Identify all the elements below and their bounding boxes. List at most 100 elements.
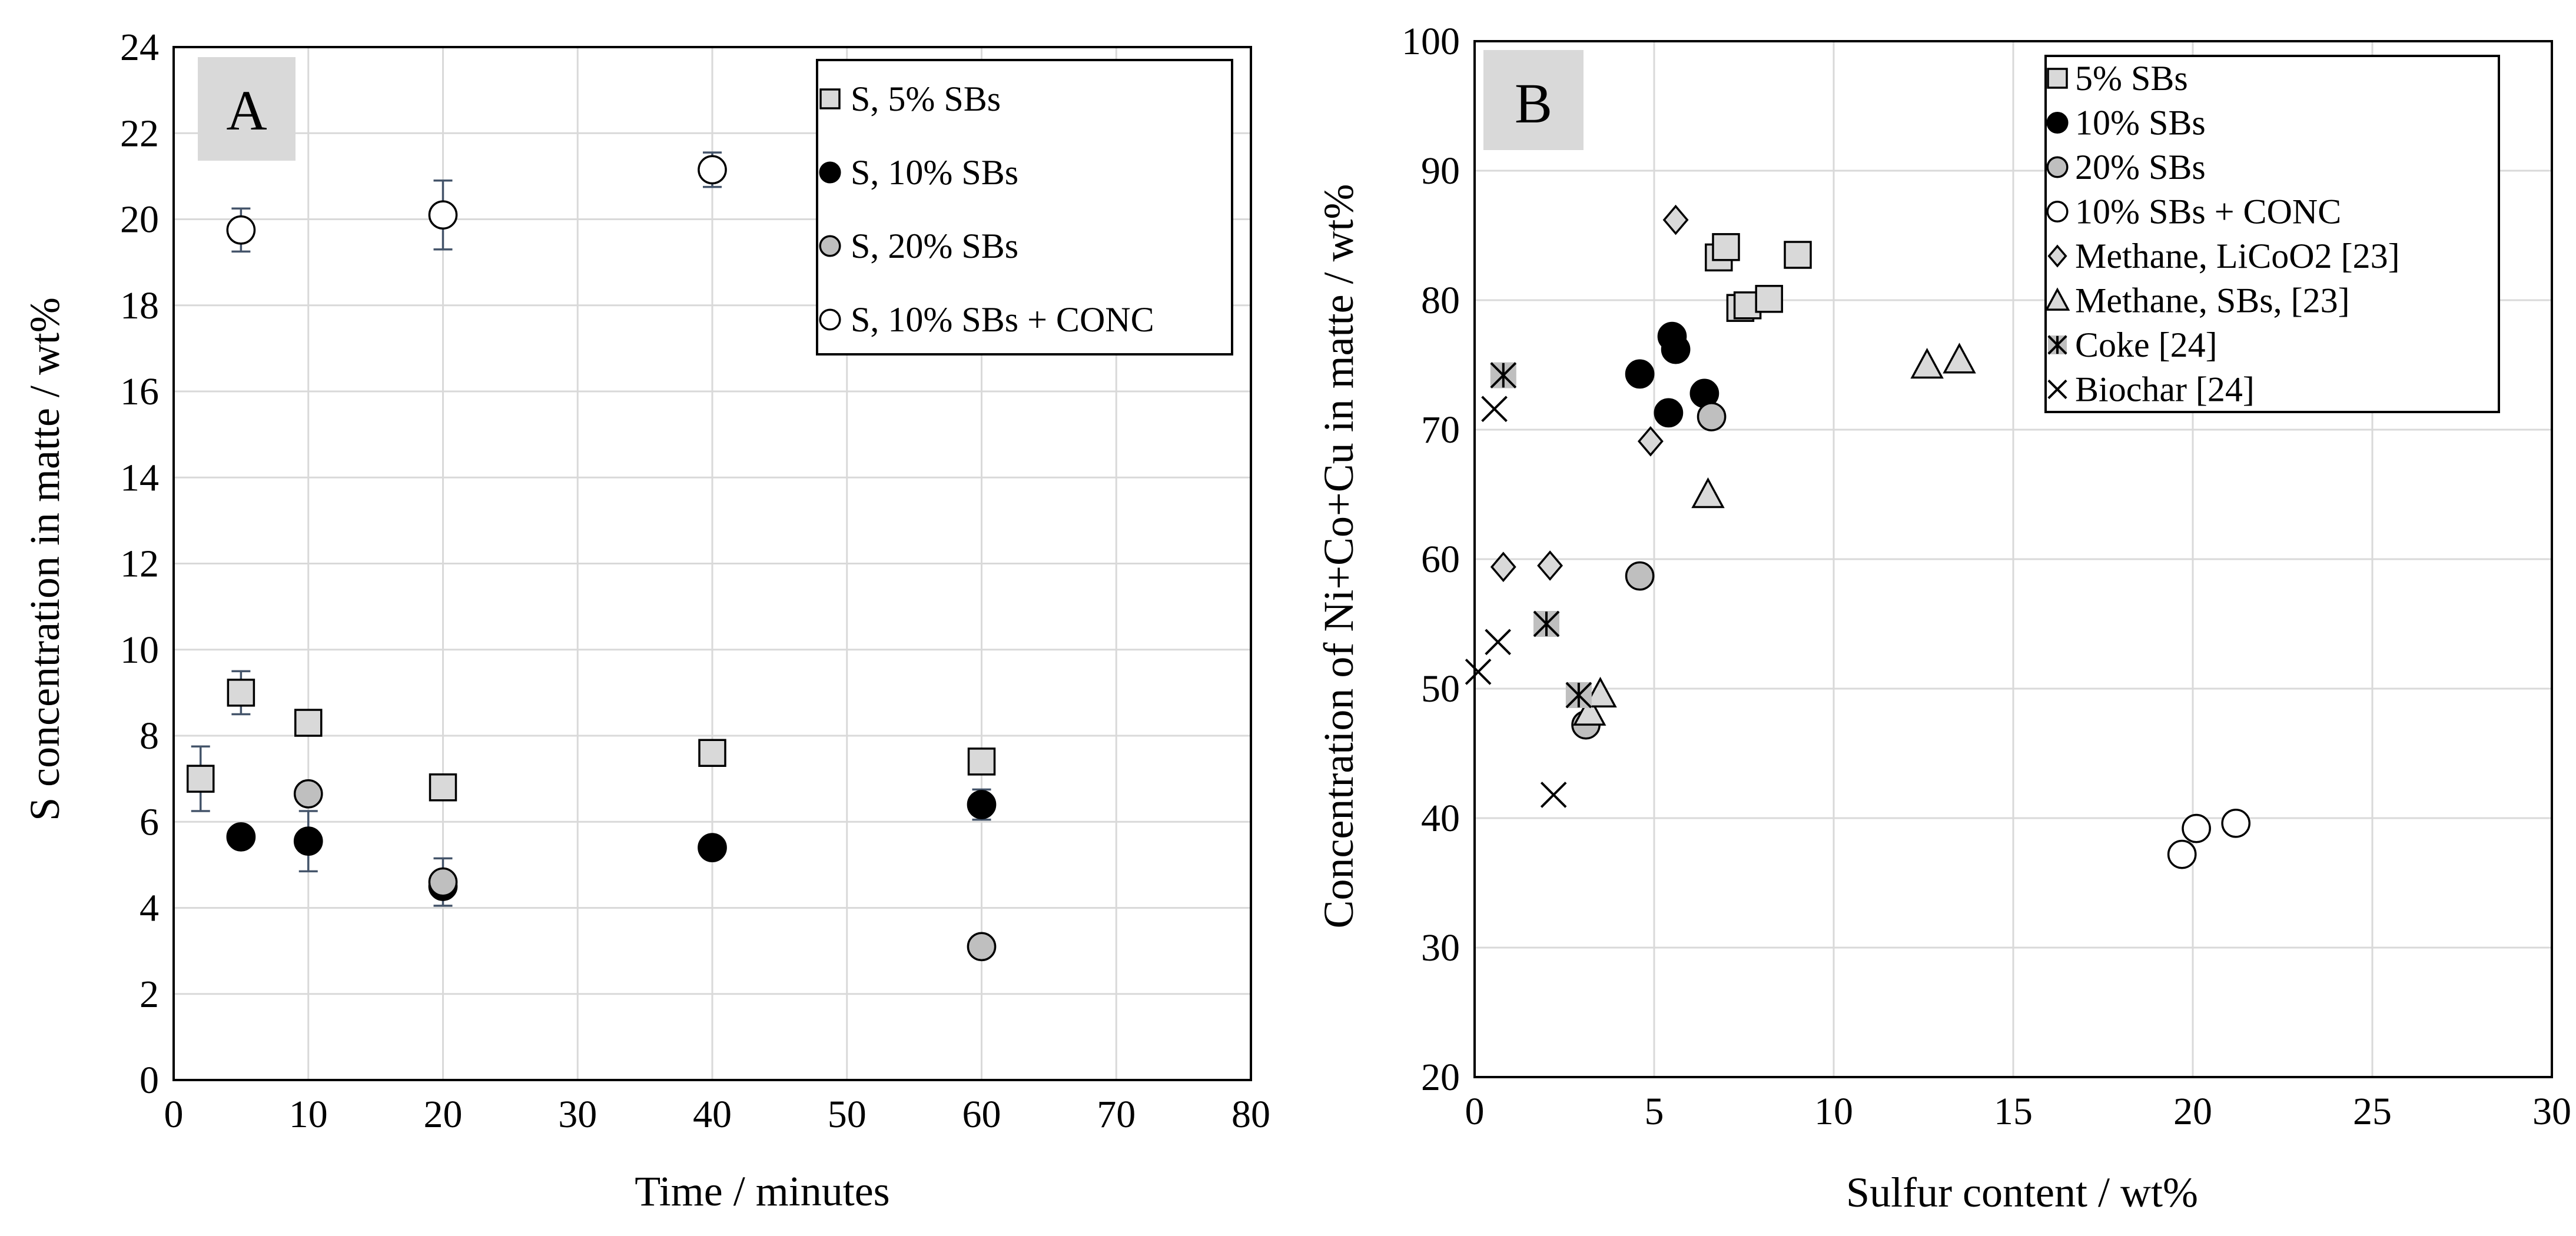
panel-b-legend-label: 20% SBs <box>2075 148 2206 187</box>
panel-a-point-s-10-sbs-conc <box>428 200 458 230</box>
panel-b-legend-marker-10-sbs-conc <box>2046 200 2069 223</box>
panel-b-point-methane-licoo2-23 <box>1662 204 1689 235</box>
panel-a-legend-label: S, 10% SBs <box>851 153 1018 192</box>
panel-b-point-10-sbs <box>1625 359 1655 389</box>
panel-b-y-tick-label: 30 <box>1421 926 1460 969</box>
panel-a-legend-marker-s-20-sbs <box>819 235 841 257</box>
panel-b-y-axis-title: Concentration of Ni+Co+Cu in matte / wt% <box>1315 184 1362 928</box>
panel-b-point-methane-sbs-23 <box>1943 343 1976 374</box>
panel-b-point-20-sbs <box>1625 561 1655 591</box>
panel-b-point-methane-sbs-23 <box>1584 676 1617 708</box>
panel-a-label-box <box>198 57 296 161</box>
panel-b-legend-marker-biochar-24 <box>2047 379 2067 400</box>
panel-b-x-ticks: 0 5 10 15 20 25 30 <box>1465 1090 2572 1133</box>
panel-b-legend-label: 5% SBs <box>2075 59 2188 98</box>
panel-a-point-s-20-sbs <box>967 932 997 962</box>
panel-a-legend-label: S, 10% SBs + CONC <box>851 300 1154 339</box>
panel-b-x-tick-label: 0 <box>1465 1090 1485 1133</box>
panel-a-point-s-5-sbs <box>227 679 255 707</box>
panel-b-legend-label: Methane, LiCoO2 [23] <box>2075 237 2400 275</box>
panel-b-x-tick-label: 30 <box>2532 1090 2571 1133</box>
panel-b-point-methane-licoo2-23 <box>1637 426 1664 457</box>
panel-b-legend-label: Methane, SBs, [23] <box>2075 281 2350 320</box>
panel-a-point-s-10-sbs <box>226 822 256 852</box>
chart-panel-b: B Sulfur content / wt% Concentration of … <box>1315 20 2571 1216</box>
panel-a-label: A <box>226 79 267 142</box>
panel-b-legend-label: 10% SBs + CONC <box>2075 192 2341 231</box>
panel-a-x-tick-label: 40 <box>693 1093 732 1136</box>
panel-a-point-s-10-sbs <box>293 826 323 856</box>
panel-b-point-methane-licoo2-23 <box>1490 551 1516 583</box>
panel-b-legend-frame <box>2044 55 2500 413</box>
panel-b-points <box>1465 204 2251 869</box>
panel-b-legend-marker-methane-licoo2-23 <box>2047 244 2067 268</box>
panel-a-plot-frame <box>172 46 1252 1081</box>
panel-a-y-tick-label: 22 <box>120 112 159 155</box>
panel-a-legend-marker-s-10-sbs-conc <box>819 308 841 331</box>
panel-b-legend-marker-coke-24 <box>2047 335 2067 355</box>
panel-a-x-tick-label: 10 <box>289 1093 328 1136</box>
panel-a-legend-marker-s-10-sbs <box>819 161 841 184</box>
panel-a-y-tick-label: 8 <box>140 715 159 757</box>
panel-b-point-coke-24 <box>1490 362 1517 388</box>
panel-b-x-tick-label: 25 <box>2353 1090 2392 1133</box>
panel-a-y-tick-label: 2 <box>140 973 159 1016</box>
panel-a-x-tick-label: 30 <box>558 1093 597 1136</box>
panel-b-point-10-sbs <box>1661 334 1691 364</box>
panel-a-y-tick-label: 0 <box>140 1059 159 1102</box>
panel-b-legend-marker-20-sbs <box>2046 156 2069 178</box>
panel-b-legend-marker-10-sbs <box>2046 111 2069 134</box>
panel-b-point-20-sbs <box>1697 402 1727 431</box>
panel-a-legend-label: S, 5% SBs <box>851 79 1001 118</box>
panel-a-y-tick-label: 4 <box>140 887 159 930</box>
panel-b-point-methane-licoo2-23 <box>1537 550 1563 581</box>
panel-b-x-axis-title: Sulfur content / wt% <box>1846 1169 2198 1216</box>
panel-b-y-ticks: 20 30 40 50 60 70 80 90 100 <box>1402 20 1460 1099</box>
panel-b-label: B <box>1515 72 1552 135</box>
panel-b-point-5-sbs <box>1712 233 1740 261</box>
panel-a-y-tick-label: 18 <box>120 284 159 327</box>
panel-a-points <box>187 155 997 962</box>
panel-b-point-10-sbs-conc <box>2182 813 2211 843</box>
panel-a-x-tick-label: 50 <box>828 1093 867 1136</box>
panel-b-y-tick-label: 80 <box>1421 279 1460 322</box>
panel-b-y-tick-label: 90 <box>1421 149 1460 192</box>
panel-b-legend-label: Coke [24] <box>2075 325 2218 364</box>
panel-a-point-s-5-sbs <box>967 747 996 776</box>
panel-a-point-s-5-sbs <box>429 773 457 802</box>
panel-a-point-s-10-sbs <box>967 790 997 819</box>
panel-a-y-tick-label: 14 <box>120 456 159 499</box>
panel-a-y-axis-title: S concentration in matte / wt% <box>21 297 68 821</box>
panel-a-legend: S, 5% SBs S, 10% SBs S, 20% SBs S, 10% SBs … <box>816 59 1233 355</box>
panel-a-x-tick-label: 70 <box>1097 1093 1136 1136</box>
panel-b-y-tick-label: 60 <box>1421 538 1460 581</box>
panel-a-point-s-5-sbs <box>698 739 726 767</box>
panel-a-y-tick-label: 12 <box>120 543 159 586</box>
panel-b-y-tick-label: 40 <box>1421 797 1460 840</box>
panel-b-point-biochar-24 <box>1481 396 1508 423</box>
panel-a-point-s-10-sbs-conc <box>698 155 727 185</box>
chart-panel-a: A Time / minutes S concentration in matt… <box>21 26 1270 1215</box>
panel-b-x-tick-label: 20 <box>2173 1090 2212 1133</box>
panel-a-x-tick-label: 0 <box>164 1093 184 1136</box>
panel-a-point-s-10-sbs <box>698 833 727 862</box>
panel-b-point-10-sbs-conc <box>2167 839 2197 869</box>
panel-b-y-tick-label: 70 <box>1421 408 1460 451</box>
panel-a-x-axis-title: Time / minutes <box>635 1168 889 1215</box>
panel-a-x-tick-label: 20 <box>424 1093 463 1136</box>
panel-b-point-5-sbs <box>1755 285 1783 313</box>
panel-b-x-tick-label: 15 <box>1994 1090 2033 1133</box>
panel-b-x-tick-label: 10 <box>1814 1090 1853 1133</box>
panel-b-y-tick-label: 100 <box>1402 20 1460 63</box>
panel-a-y-tick-label: 16 <box>120 370 159 413</box>
panel-b-point-biochar-24 <box>1485 629 1511 656</box>
panel-b-legend-label: 10% SBs <box>2075 104 2206 142</box>
panel-b-legend-label: Biochar [24] <box>2075 370 2255 409</box>
panel-a-point-s-20-sbs <box>428 867 458 897</box>
panel-a-y-tick-label: 10 <box>120 629 159 672</box>
panel-b-legend-marker-methane-sbs-23 <box>2044 287 2070 311</box>
panel-b-y-tick-label: 50 <box>1421 667 1460 710</box>
panel-a-point-s-10-sbs-conc <box>226 215 256 245</box>
panel-a-x-tick-label: 60 <box>962 1093 1001 1136</box>
